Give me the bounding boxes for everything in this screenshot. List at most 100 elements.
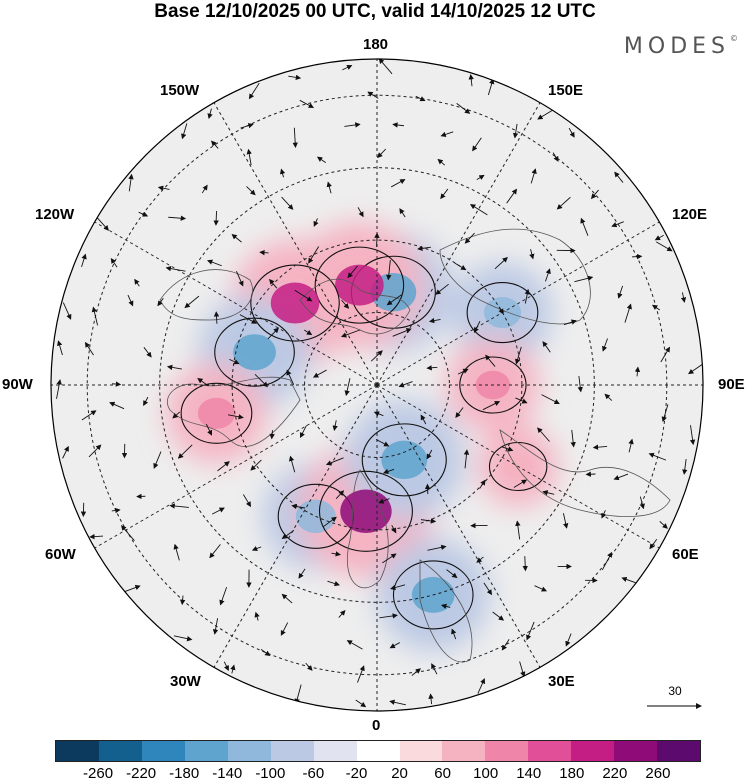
wind-arrow bbox=[512, 123, 519, 139]
wind-arrow bbox=[111, 507, 121, 514]
wind-arrow bbox=[250, 459, 262, 471]
wind-arrow bbox=[680, 292, 687, 303]
map-boundary bbox=[50, 58, 704, 712]
wind-arrow bbox=[112, 381, 122, 387]
wind-arrow bbox=[251, 545, 262, 552]
map-title: Base 12/10/2025 00 UTC, valid 14/10/2025… bbox=[154, 1, 596, 22]
lon-label-90e: 90E bbox=[718, 376, 745, 393]
meridian-line bbox=[94, 384, 378, 549]
wind-arrow bbox=[109, 401, 125, 410]
wind-arrow bbox=[347, 265, 358, 279]
wind-arrow bbox=[513, 479, 528, 488]
colorbar-tick-13: 260 bbox=[645, 765, 671, 782]
colorbar-bin-10 bbox=[485, 741, 529, 761]
colorbar-tick-3: -140 bbox=[212, 765, 243, 782]
wind-arrow bbox=[634, 366, 641, 377]
colorbar-bin-2 bbox=[141, 741, 185, 761]
wind-arrow bbox=[654, 234, 664, 241]
wind-arrow bbox=[248, 82, 260, 100]
modes-logo: MODES© bbox=[624, 34, 738, 59]
anomaly-core-high-alaska-west bbox=[270, 282, 320, 324]
wind-arrow bbox=[386, 260, 392, 281]
wind-arrow bbox=[479, 479, 486, 489]
anomaly-core-high-north-atlantic bbox=[340, 489, 392, 534]
wind-arrow bbox=[357, 207, 364, 218]
colorbar-tick-2: -180 bbox=[169, 765, 200, 782]
wind-arrow bbox=[577, 376, 583, 393]
wind-arrow bbox=[602, 338, 608, 352]
wind-arrow bbox=[355, 699, 367, 708]
colorbar-bin-0 bbox=[56, 741, 99, 761]
wind-arrow bbox=[294, 289, 313, 302]
wind-arrow bbox=[239, 314, 258, 324]
wind-arrow bbox=[501, 446, 514, 452]
wind-arrow bbox=[335, 490, 345, 500]
wind-arrow bbox=[392, 328, 412, 337]
wind-arrow bbox=[379, 613, 398, 619]
colorbar-tick-10: 140 bbox=[516, 765, 542, 782]
wind-arrow bbox=[639, 496, 645, 510]
wind-arrow bbox=[477, 678, 486, 694]
wind-arrow bbox=[281, 530, 295, 540]
wind-arrow bbox=[288, 455, 296, 473]
wind-arrow bbox=[659, 521, 668, 529]
wind-arrow bbox=[177, 444, 193, 459]
wind-arrow bbox=[344, 122, 361, 128]
meridian-line bbox=[376, 221, 660, 386]
colorbar-tick-8: 60 bbox=[434, 765, 451, 782]
wind-arrow bbox=[541, 394, 560, 405]
meridian-line bbox=[94, 221, 378, 386]
wind-arrow bbox=[281, 196, 294, 210]
wind-arrow bbox=[134, 278, 140, 287]
wind-arrow bbox=[487, 78, 495, 96]
wind-arrow bbox=[415, 95, 426, 102]
wind-arrow bbox=[219, 586, 228, 606]
wind-arrow bbox=[197, 377, 209, 387]
lon-label-120e: 120E bbox=[672, 206, 708, 223]
wind-arrow bbox=[213, 311, 220, 324]
wind-arrow bbox=[323, 516, 337, 528]
lon-label-0: 0 bbox=[372, 717, 381, 734]
wind-arrow bbox=[392, 122, 404, 128]
colorbar-bin-3 bbox=[184, 741, 228, 761]
meridian-line bbox=[213, 102, 378, 386]
wind-arrow bbox=[207, 259, 222, 267]
wind-arrow bbox=[526, 621, 535, 641]
colorbar-bin-14 bbox=[657, 741, 701, 761]
wind-arrow bbox=[169, 503, 189, 509]
wind-arrow bbox=[485, 354, 496, 367]
wind-arrow bbox=[179, 595, 186, 606]
lon-label-60w: 60W bbox=[45, 546, 76, 563]
wind-arrow bbox=[417, 245, 431, 252]
wind-arrow bbox=[656, 241, 673, 252]
wind-arrow bbox=[213, 210, 219, 226]
wind-arrow bbox=[305, 662, 313, 671]
wind-arrow bbox=[138, 211, 149, 217]
wind-arrow bbox=[246, 148, 252, 166]
wind-arrow bbox=[303, 329, 313, 336]
streamline-high-central-asia bbox=[459, 356, 527, 414]
wind-arrow bbox=[530, 168, 537, 184]
colorbar-tick-11: 180 bbox=[559, 765, 585, 782]
wind-arrow bbox=[331, 551, 341, 557]
wind-arrow bbox=[628, 438, 634, 453]
wind-arrow bbox=[184, 295, 200, 309]
wind-arrow bbox=[211, 140, 219, 149]
wind-arrow bbox=[435, 283, 449, 295]
wind-arrow bbox=[173, 635, 193, 642]
wind-arrow bbox=[357, 665, 365, 683]
wind-arrow bbox=[269, 278, 278, 289]
lon-label-60e: 60E bbox=[672, 546, 699, 563]
wind-arrow bbox=[173, 543, 180, 561]
lon-label-180: 180 bbox=[363, 36, 389, 53]
wind-arrow bbox=[552, 152, 559, 162]
wind-arrow bbox=[431, 663, 438, 675]
wind-arrow bbox=[651, 304, 661, 311]
wind-arrow bbox=[420, 518, 437, 524]
wind-arrow bbox=[604, 393, 613, 401]
wind-arrow bbox=[316, 156, 326, 163]
anomaly-core-low-canada bbox=[233, 334, 276, 371]
wind-arrow bbox=[201, 184, 208, 194]
wind-arrow bbox=[463, 449, 470, 469]
wind-arrow bbox=[374, 232, 380, 247]
